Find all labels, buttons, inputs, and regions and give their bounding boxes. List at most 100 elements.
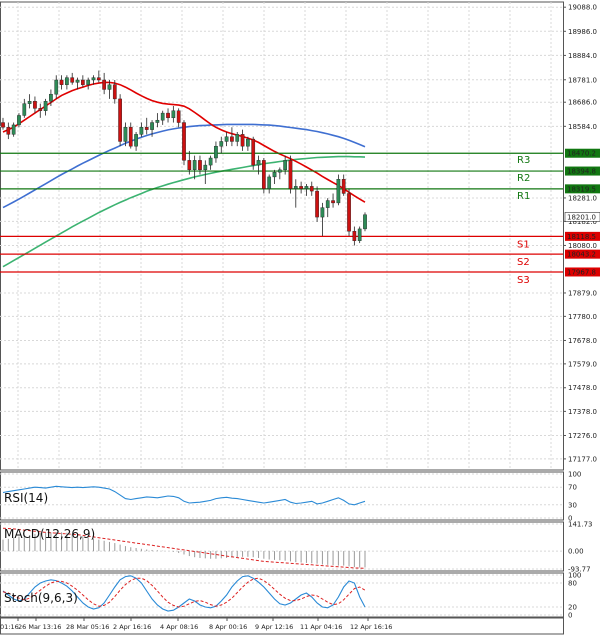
price-tick-label: 17678.0 — [568, 337, 597, 345]
stoch-tick-label: 0 — [568, 612, 572, 620]
level-price-tag-bg — [565, 166, 600, 176]
candle-body — [54, 79, 59, 95]
time-tick-label: 28 Mar 05:16 — [66, 623, 109, 631]
level-price-tag-bg — [565, 148, 600, 158]
candle-body — [304, 186, 309, 189]
candle-body — [134, 134, 138, 147]
candle-body — [171, 110, 176, 119]
time-tick-label: 4 Apr 08:16 — [160, 623, 198, 631]
candle-body — [299, 186, 303, 189]
candle-body — [214, 145, 218, 159]
candle-body — [33, 101, 37, 109]
time-axis: 01:16 26 Mar 13:16 28 Mar 05:16 2 Apr 16:16… — [0, 617, 564, 635]
rsi-panel: 100 70 30 0 RSI(14) — [0, 471, 581, 523]
stoch-tick-label: 80 — [568, 580, 577, 588]
candle-body — [256, 160, 261, 166]
candle-body — [198, 160, 202, 171]
candle-body — [118, 98, 122, 142]
macd-label: MACD(12,26,9) — [4, 527, 95, 541]
candle-body — [150, 122, 154, 130]
level-price-tag: 18394.8 — [567, 168, 596, 176]
candle-body — [176, 110, 181, 123]
macd-panel: 141.73 0.00 -93.77 MACD(12,26,9) — [0, 521, 593, 574]
candle-body — [363, 214, 367, 230]
level-label-r2: R2 — [517, 173, 530, 184]
level-price-tag: 18118.5 — [567, 233, 596, 241]
time-tick-label: 01:16 — [0, 623, 19, 631]
candle-body — [347, 193, 351, 232]
candle-body — [240, 134, 245, 147]
candle-body — [341, 179, 346, 194]
candle-body — [352, 231, 357, 241]
candle-body — [283, 160, 287, 171]
candle-body — [267, 176, 272, 189]
candle-body — [336, 179, 341, 204]
stoch-k-line — [2, 575, 366, 612]
level-label-s1: S1 — [517, 239, 530, 250]
price-tick-label: 17177.0 — [568, 455, 597, 463]
candle-body — [320, 207, 325, 218]
candle-body — [11, 124, 16, 135]
candle-body — [272, 171, 277, 178]
candle-body — [102, 79, 106, 90]
candle-body — [49, 93, 53, 102]
candle-body — [325, 200, 330, 208]
stoch-tick-label: 100 — [568, 572, 581, 580]
candle-body — [123, 127, 128, 142]
price-tick-label: 18781.0 — [568, 76, 597, 84]
candle-body — [208, 157, 213, 166]
candle-body — [144, 127, 149, 130]
candle-body — [155, 119, 160, 123]
candle-body — [91, 77, 96, 81]
macd-tick-label: -93.77 — [568, 566, 591, 574]
candle-body — [59, 79, 64, 85]
price-tick-label: 18986.0 — [568, 28, 597, 36]
time-axis-frame — [0, 617, 564, 635]
macd-tick-label: 141.73 — [568, 521, 593, 529]
time-tick-label: 9 Apr 12:16 — [255, 623, 293, 631]
candle-body — [139, 127, 144, 135]
candle-body — [219, 141, 224, 147]
candle-body — [293, 186, 298, 189]
level-label-r3: R3 — [517, 155, 530, 166]
rsi-tick-label: 70 — [568, 484, 577, 492]
price-tick-label: 18281.0 — [568, 194, 597, 202]
time-tick-label: 8 Apr 00:16 — [209, 623, 247, 631]
candle-body — [166, 112, 170, 119]
candle-body — [112, 84, 117, 100]
candle-body — [262, 160, 266, 189]
candle-body — [192, 160, 197, 171]
price-tick-label: 18080.0 — [568, 242, 597, 250]
price-tick-label: 17879.0 — [568, 289, 597, 297]
time-tick-label: 12 Apr 16:16 — [350, 623, 392, 631]
level-price-tag: 18043.2 — [567, 251, 596, 259]
candle-body — [246, 138, 250, 147]
candle-body — [70, 77, 75, 83]
candle-body — [230, 136, 234, 142]
candle-body — [75, 79, 80, 83]
level-price-tag-bg — [565, 267, 600, 277]
stoch-d-line — [2, 577, 366, 608]
time-tick-label: 26 Mar 13:16 — [18, 623, 61, 631]
price-tick-label: 18182.0 — [568, 218, 597, 226]
candle-body — [96, 77, 101, 81]
stoch-panel-frame — [0, 572, 564, 618]
candle-body — [187, 160, 192, 171]
moving-average-fast-line — [2, 81, 366, 203]
current-price-tag-bg — [564, 212, 600, 222]
stoch-tick-label: 20 — [568, 604, 577, 612]
candle-body — [1, 122, 5, 128]
macd-signal-line — [2, 527, 366, 569]
candle-body — [309, 186, 314, 192]
candle-body — [224, 136, 229, 142]
current-price-tag: 18201.0 — [567, 213, 596, 221]
candle-body — [107, 84, 112, 90]
candle-body — [6, 127, 11, 135]
price-tick-label: 17579.0 — [568, 360, 597, 368]
level-label-s2: S2 — [517, 257, 530, 268]
time-tick-label: 11 Apr 04:16 — [300, 623, 342, 631]
rsi-tick-label: 30 — [568, 501, 577, 509]
